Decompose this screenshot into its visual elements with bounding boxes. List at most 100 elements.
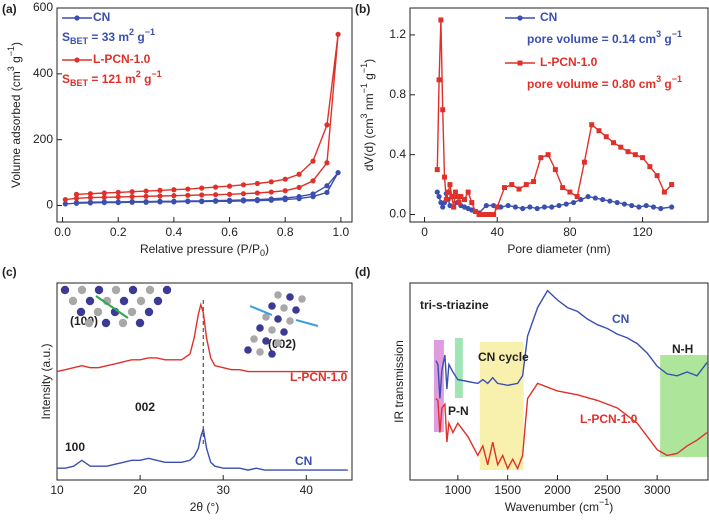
point xyxy=(552,167,558,173)
region-band xyxy=(454,338,463,398)
annotation: tri-s-triazine xyxy=(420,298,489,312)
text-part: = 33 m xyxy=(88,30,129,44)
series-line xyxy=(65,172,339,205)
atom xyxy=(153,296,163,306)
point xyxy=(213,198,219,204)
text-part: g xyxy=(661,77,672,91)
point xyxy=(509,182,515,188)
point xyxy=(185,192,191,198)
point xyxy=(541,204,548,210)
plot-frame xyxy=(409,7,709,223)
point xyxy=(589,122,595,128)
x-axis-label: Relative pressure (P/P0) xyxy=(140,242,269,258)
point xyxy=(640,155,646,161)
point xyxy=(157,187,163,193)
legend-note: SBET = 121 m2 g−1 xyxy=(62,69,162,88)
point xyxy=(527,204,533,210)
atom xyxy=(286,317,294,325)
point xyxy=(556,202,562,209)
point xyxy=(73,191,80,197)
point xyxy=(129,198,135,205)
point xyxy=(669,204,675,210)
text-part: Wavenumber (cm xyxy=(505,500,599,514)
plot-frame xyxy=(56,282,353,481)
point xyxy=(581,159,587,165)
point xyxy=(115,194,121,200)
atom xyxy=(268,326,276,334)
atom xyxy=(60,285,70,295)
atom xyxy=(280,304,288,312)
x-tick-label: 0.6 xyxy=(221,225,238,239)
point xyxy=(534,205,540,212)
y-tick-label: 0.0 xyxy=(389,207,406,221)
text-part: BET xyxy=(70,36,89,46)
point xyxy=(549,204,555,210)
atom xyxy=(127,307,137,317)
x-tick-label: 1000 xyxy=(444,483,471,497)
atom xyxy=(250,335,258,343)
text-part: −1 xyxy=(672,74,682,84)
point xyxy=(636,204,642,210)
point xyxy=(87,199,93,205)
x-tick-label: 0.8 xyxy=(277,225,294,239)
point xyxy=(73,199,80,206)
x-tick-label: 1500 xyxy=(494,483,521,497)
point xyxy=(567,189,573,195)
text-part: −1 xyxy=(151,69,161,79)
text-part: Volume adsorbed (cm xyxy=(9,71,23,188)
atom xyxy=(68,296,78,306)
y-axis-label: IR transmission xyxy=(392,340,406,423)
point xyxy=(480,212,486,218)
legend-marker xyxy=(517,15,523,21)
point xyxy=(465,189,471,195)
series-line xyxy=(436,19,673,216)
atom xyxy=(135,318,145,328)
point xyxy=(531,179,537,185)
series-line xyxy=(56,302,348,373)
point xyxy=(443,197,449,203)
annotation: (100) xyxy=(70,314,98,328)
point xyxy=(538,155,544,161)
arrow xyxy=(295,319,319,327)
point xyxy=(483,202,489,209)
atom xyxy=(136,296,146,306)
legend-label: L-PCN-1.0 xyxy=(540,55,598,69)
point xyxy=(240,182,247,188)
atom xyxy=(262,313,270,321)
x-tick-label: 40 xyxy=(300,483,314,497)
y-axis-label: Volume adsorbed (cm3 g−1) xyxy=(6,42,23,188)
text-part: −1 xyxy=(145,27,155,37)
point xyxy=(129,194,135,200)
text-part: pore volume = 0.14 cm xyxy=(527,32,656,46)
point xyxy=(143,188,149,194)
text-part: 3 xyxy=(359,113,369,118)
point xyxy=(254,180,260,187)
point xyxy=(447,182,453,188)
point xyxy=(171,193,177,199)
y-axis-label: Intensity (a.u.) xyxy=(39,343,53,419)
point xyxy=(454,194,460,200)
atom xyxy=(144,307,154,317)
point xyxy=(632,152,638,158)
text-part: S xyxy=(62,30,70,44)
point xyxy=(434,189,440,195)
text-part: g xyxy=(9,56,23,66)
series-line xyxy=(65,34,339,201)
text-part: g xyxy=(134,30,145,44)
x-axis-label: Wavenumber (cm−1) xyxy=(505,497,614,514)
x-tick-label: 40 xyxy=(491,225,505,239)
legend-label: CN xyxy=(540,10,557,24)
point xyxy=(512,204,518,210)
point xyxy=(185,186,191,192)
point xyxy=(625,149,631,155)
x-tick-label: 30 xyxy=(217,483,231,497)
atom xyxy=(292,306,300,314)
text-part: dV(d) (cm xyxy=(362,118,376,171)
point xyxy=(661,189,667,195)
point xyxy=(452,189,458,195)
point xyxy=(658,205,664,212)
point xyxy=(199,198,205,204)
text-part: g xyxy=(362,73,376,83)
y-tick-label: 400 xyxy=(33,66,53,80)
